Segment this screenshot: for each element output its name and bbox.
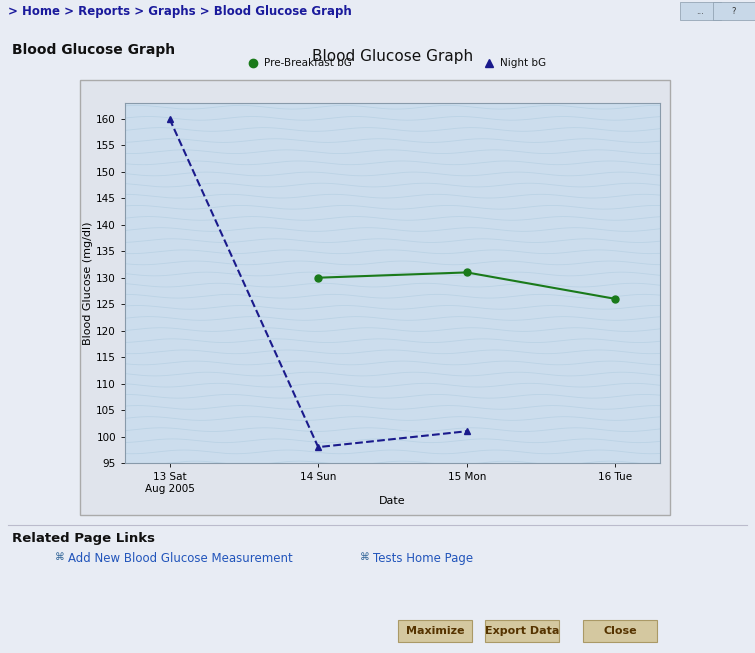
FancyBboxPatch shape <box>398 620 472 642</box>
Text: ?: ? <box>732 7 736 16</box>
Title: Blood Glucose Graph: Blood Glucose Graph <box>312 50 473 65</box>
FancyBboxPatch shape <box>713 2 755 20</box>
Text: Blood Glucose Graph: Blood Glucose Graph <box>12 43 175 57</box>
Text: Maximize: Maximize <box>405 626 464 636</box>
Text: Pre-Breakfast bG: Pre-Breakfast bG <box>264 58 352 69</box>
Text: Close: Close <box>603 626 636 636</box>
Text: > Home > Reports > Graphs > Blood Glucose Graph: > Home > Reports > Graphs > Blood Glucos… <box>8 5 351 18</box>
Text: Add New Blood Glucose Measurement: Add New Blood Glucose Measurement <box>68 552 293 565</box>
Text: Tests Home Page: Tests Home Page <box>373 552 473 565</box>
FancyBboxPatch shape <box>583 620 657 642</box>
Text: Export Data: Export Data <box>485 626 559 636</box>
Text: Related Page Links: Related Page Links <box>12 532 155 545</box>
Text: ⌘: ⌘ <box>360 552 370 562</box>
X-axis label: Date: Date <box>379 496 406 507</box>
FancyBboxPatch shape <box>485 620 559 642</box>
Text: ⌘: ⌘ <box>55 552 65 562</box>
Text: Night bG: Night bG <box>500 58 546 69</box>
Y-axis label: Blood Glucose (mg/dl): Blood Glucose (mg/dl) <box>83 221 94 345</box>
Text: ...: ... <box>696 7 704 16</box>
FancyBboxPatch shape <box>80 80 670 515</box>
FancyBboxPatch shape <box>680 2 721 20</box>
